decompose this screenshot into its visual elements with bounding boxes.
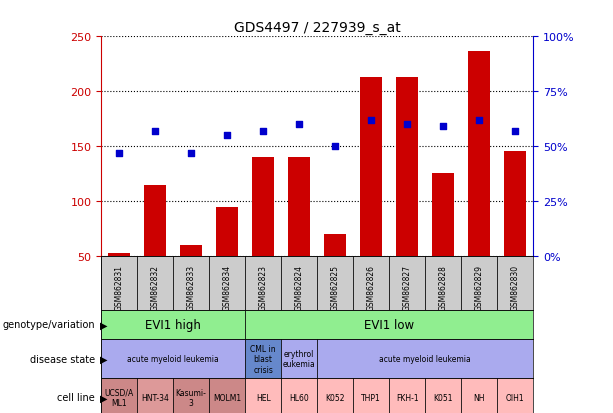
- Bar: [353, 256, 389, 310]
- Text: OIH1: OIH1: [506, 393, 525, 402]
- Text: HL60: HL60: [289, 393, 309, 402]
- Text: FKH-1: FKH-1: [396, 393, 419, 402]
- Text: EVI1 high: EVI1 high: [145, 318, 201, 331]
- Bar: [468, 51, 490, 256]
- Point: [474, 117, 484, 123]
- Bar: [288, 157, 310, 256]
- Text: MOLM1: MOLM1: [213, 393, 242, 402]
- Text: ▶: ▶: [100, 392, 107, 402]
- Text: GSM862830: GSM862830: [511, 264, 520, 310]
- Text: acute myeloid leukemia: acute myeloid leukemia: [379, 354, 471, 363]
- Bar: [109, 254, 130, 256]
- Text: GSM862829: GSM862829: [475, 264, 484, 310]
- Text: GSM862834: GSM862834: [223, 264, 232, 310]
- Bar: [101, 378, 137, 413]
- Text: HEL: HEL: [256, 393, 270, 402]
- Bar: [425, 378, 461, 413]
- Point: [223, 133, 232, 139]
- Point: [294, 121, 304, 128]
- Bar: [281, 339, 318, 378]
- Bar: [318, 339, 533, 378]
- Bar: [397, 78, 418, 256]
- Bar: [281, 256, 318, 310]
- Text: GSM862825: GSM862825: [331, 264, 340, 310]
- Text: HNT-34: HNT-34: [141, 393, 169, 402]
- Point: [114, 150, 124, 157]
- Bar: [173, 378, 209, 413]
- Text: GSM862831: GSM862831: [115, 264, 124, 310]
- Title: GDS4497 / 227939_s_at: GDS4497 / 227939_s_at: [234, 21, 401, 35]
- Bar: [245, 378, 281, 413]
- Text: UCSD/A
ML1: UCSD/A ML1: [105, 388, 134, 407]
- Text: EVI1 low: EVI1 low: [364, 318, 414, 331]
- Text: genotype/variation: genotype/variation: [2, 320, 95, 330]
- Text: GSM862827: GSM862827: [403, 264, 412, 310]
- Text: GSM862828: GSM862828: [439, 264, 447, 310]
- Bar: [389, 256, 425, 310]
- Text: GSM862833: GSM862833: [187, 264, 196, 310]
- Bar: [245, 310, 533, 339]
- Bar: [318, 378, 353, 413]
- Text: GSM862826: GSM862826: [367, 264, 376, 310]
- Text: CML in
blast
crisis: CML in blast crisis: [250, 344, 276, 374]
- Bar: [245, 256, 281, 310]
- Text: Kasumi-
3: Kasumi- 3: [176, 388, 207, 407]
- Text: erythrol
eukemia: erythrol eukemia: [283, 349, 316, 368]
- Text: K051: K051: [433, 393, 453, 402]
- Bar: [353, 378, 389, 413]
- Bar: [425, 256, 461, 310]
- Bar: [101, 256, 137, 310]
- Bar: [180, 245, 202, 256]
- Text: THP1: THP1: [362, 393, 381, 402]
- Point: [402, 121, 412, 128]
- Bar: [324, 234, 346, 256]
- Bar: [432, 174, 454, 256]
- Bar: [245, 339, 281, 378]
- Bar: [360, 78, 382, 256]
- Bar: [504, 152, 526, 256]
- Point: [330, 143, 340, 150]
- Bar: [101, 339, 245, 378]
- Text: GSM862824: GSM862824: [295, 264, 303, 310]
- Text: cell line: cell line: [57, 392, 95, 402]
- Text: GSM862823: GSM862823: [259, 264, 268, 310]
- Text: disease state: disease state: [30, 354, 95, 364]
- Bar: [253, 157, 274, 256]
- Bar: [318, 256, 353, 310]
- Text: GSM862832: GSM862832: [151, 264, 159, 310]
- Point: [150, 128, 160, 135]
- Point: [258, 128, 268, 135]
- Bar: [497, 378, 533, 413]
- Bar: [281, 378, 318, 413]
- Text: ▶: ▶: [100, 354, 107, 364]
- Bar: [216, 208, 238, 256]
- Bar: [389, 378, 425, 413]
- Bar: [497, 256, 533, 310]
- Bar: [137, 256, 173, 310]
- Bar: [145, 186, 166, 256]
- Text: NH: NH: [473, 393, 485, 402]
- Bar: [461, 256, 497, 310]
- Bar: [461, 378, 497, 413]
- Bar: [101, 310, 245, 339]
- Bar: [209, 256, 245, 310]
- Text: ▶: ▶: [100, 320, 107, 330]
- Point: [186, 150, 196, 157]
- Bar: [173, 256, 209, 310]
- Point: [511, 128, 520, 135]
- Text: acute myeloid leukemia: acute myeloid leukemia: [128, 354, 219, 363]
- Text: K052: K052: [326, 393, 345, 402]
- Bar: [137, 378, 173, 413]
- Point: [438, 123, 448, 130]
- Point: [367, 117, 376, 123]
- Bar: [209, 378, 245, 413]
